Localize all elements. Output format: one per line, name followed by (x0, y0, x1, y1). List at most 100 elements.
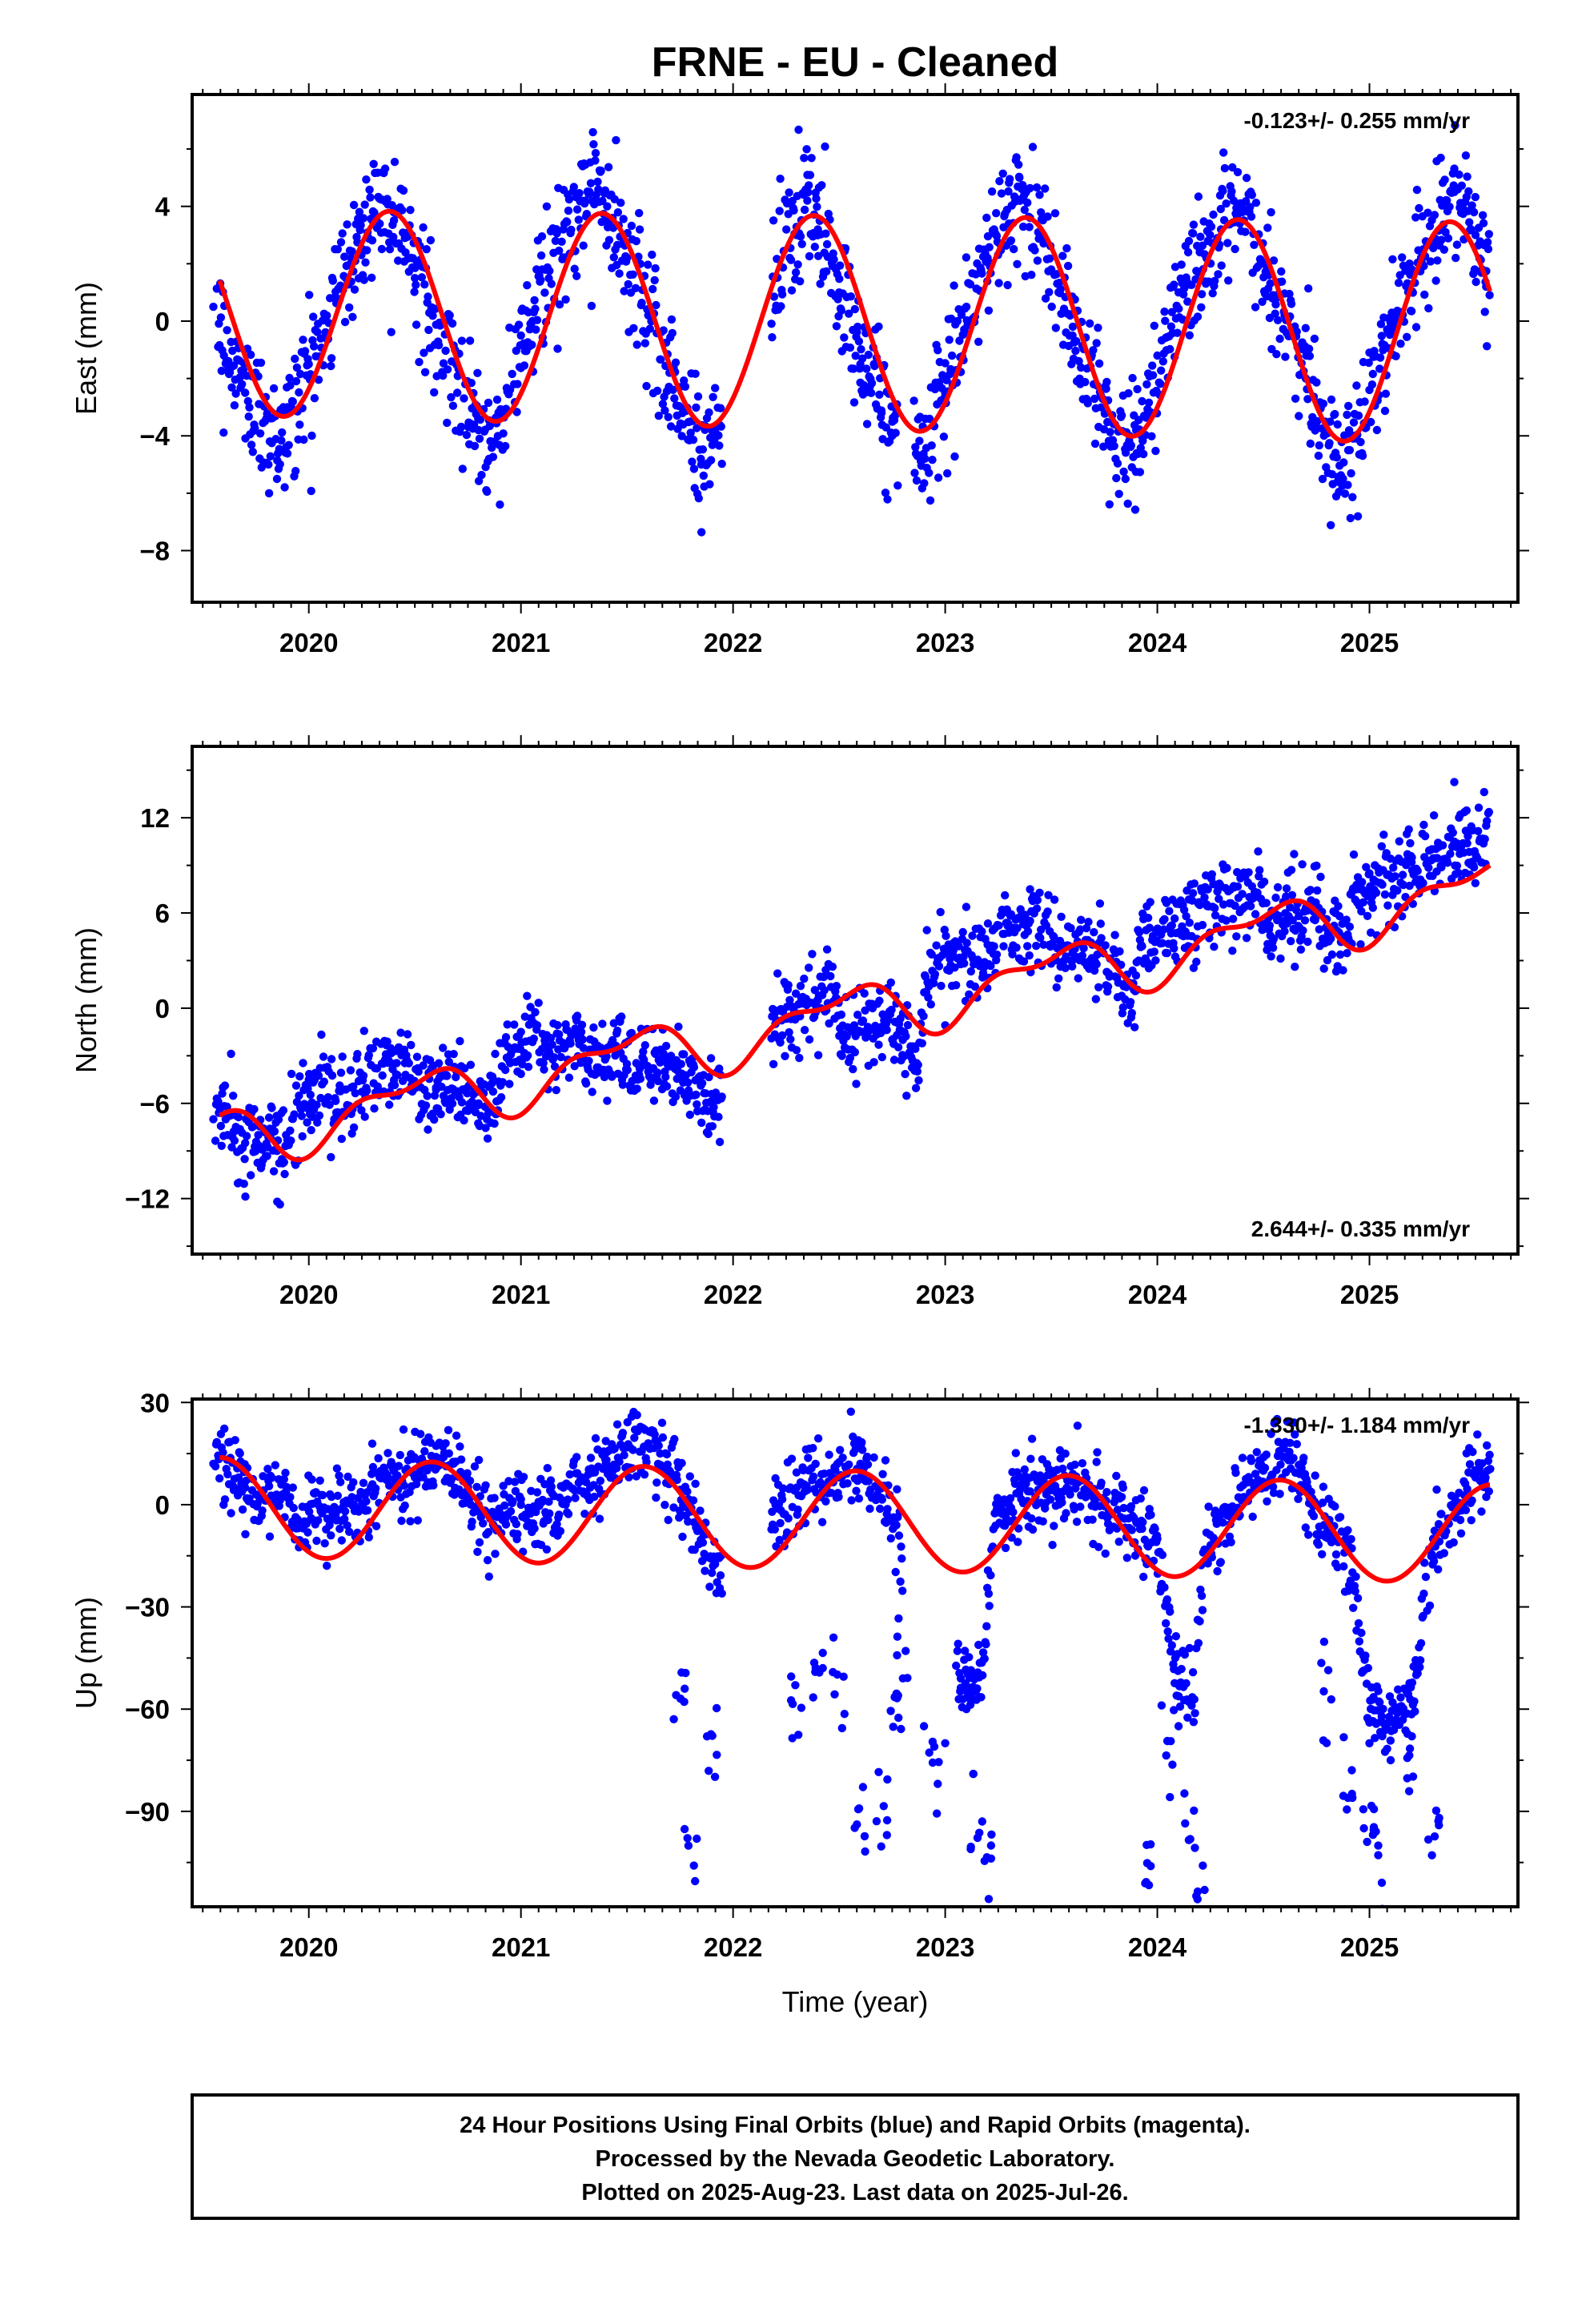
up-data-point (591, 1433, 600, 1443)
up-data-point (234, 1473, 243, 1482)
east-data-point (915, 436, 924, 445)
north-data-point (1463, 838, 1472, 848)
up-data-point (978, 1671, 987, 1680)
north-data-point (825, 1019, 833, 1028)
east-data-point (846, 292, 856, 301)
north-data-point (649, 1096, 659, 1105)
up-data-point (1097, 1478, 1106, 1487)
east-data-point (791, 268, 801, 277)
up-data-point (1363, 1663, 1373, 1673)
east-data-point (552, 229, 561, 238)
east-data-point (1173, 328, 1182, 337)
up-data-point (343, 1521, 351, 1530)
north-data-point (785, 995, 794, 1005)
up-data-point (1183, 1713, 1192, 1722)
east-data-point (997, 189, 1006, 198)
north-data-point (1327, 934, 1335, 943)
east-data-point (645, 324, 654, 333)
east-data-point (1214, 270, 1223, 279)
up-data-point (1351, 1572, 1360, 1582)
east-data-point (776, 175, 785, 183)
north-data-point (1118, 1003, 1128, 1012)
east-data-point (925, 468, 934, 477)
north-data-point (297, 1112, 306, 1120)
north-data-point (808, 950, 817, 959)
north-data-point (782, 1003, 792, 1011)
north-data-point (618, 1080, 628, 1089)
up-data-point (363, 1506, 372, 1515)
north-data-point (1095, 899, 1105, 908)
up-data-point (852, 1486, 861, 1495)
north-data-point (805, 1035, 814, 1044)
east-data-point (1224, 276, 1233, 285)
east-data-point (1167, 308, 1177, 316)
up-data-point (684, 1517, 693, 1526)
east-data-point (715, 441, 724, 450)
east-data-point (591, 149, 600, 158)
east-data-point (514, 320, 524, 329)
up-data-point (1094, 1542, 1103, 1552)
north-data-point (550, 1053, 559, 1062)
north-data-point (1298, 860, 1307, 869)
north-data-point (1035, 888, 1044, 898)
north-data-point (661, 1041, 671, 1051)
up-data-point (1136, 1494, 1146, 1503)
east-data-point (1266, 279, 1275, 288)
north-data-point (1267, 952, 1275, 961)
east-data-point (1478, 211, 1488, 219)
east-data-point (1313, 416, 1322, 426)
up-data-point (1076, 1502, 1085, 1511)
east-data-point (1124, 388, 1133, 398)
up-data-point (279, 1475, 288, 1484)
north-data-point (423, 1092, 432, 1100)
north-data-point (922, 926, 931, 935)
north-data-point (1255, 866, 1264, 875)
north-data-point (711, 1088, 721, 1097)
north-data-point (632, 1084, 641, 1093)
north-data-point (1288, 916, 1297, 925)
north-y-axis-title: North (mm) (70, 927, 102, 1073)
north-data-point (1023, 927, 1033, 936)
east-data-point (422, 245, 431, 254)
east-data-point (496, 408, 504, 417)
up-data-point (501, 1520, 511, 1529)
up-data-point (1188, 1668, 1198, 1677)
north-data-point (1399, 880, 1408, 890)
east-data-point (635, 225, 644, 234)
up-data-point (307, 1475, 316, 1484)
east-data-point (1420, 290, 1429, 300)
east-data-point (652, 300, 661, 310)
east-data-point (909, 396, 918, 405)
east-data-point (255, 429, 265, 438)
north-data-point (697, 1118, 706, 1128)
north-data-point (546, 1034, 556, 1043)
east-data-point (309, 342, 319, 351)
east-data-point (983, 254, 992, 263)
north-data-point (603, 1096, 612, 1105)
east-data-point (1403, 332, 1411, 341)
north-data-point (1170, 944, 1178, 953)
north-data-point (1287, 866, 1296, 875)
up-data-point (504, 1477, 513, 1486)
up-data-point (862, 1452, 872, 1462)
up-data-point (543, 1464, 552, 1473)
north-data-point (693, 1100, 701, 1109)
east-data-point (350, 285, 359, 294)
up-data-point (1238, 1454, 1247, 1462)
up-data-point (448, 1474, 456, 1483)
east-data-point (648, 250, 656, 259)
north-data-point (1253, 888, 1262, 897)
north-data-point (1090, 927, 1098, 937)
east-data-point (340, 252, 349, 261)
east-data-point (797, 239, 806, 248)
up-data-point (289, 1503, 298, 1513)
east-data-point (420, 348, 428, 357)
east-data-point (285, 373, 294, 383)
east-data-point (229, 361, 239, 370)
north-data-point (274, 1115, 283, 1124)
up-data-point (804, 1454, 813, 1462)
east-data-point (593, 177, 602, 187)
east-data-point (919, 454, 929, 464)
up-data-point (452, 1431, 461, 1440)
east-data-point (850, 304, 860, 314)
